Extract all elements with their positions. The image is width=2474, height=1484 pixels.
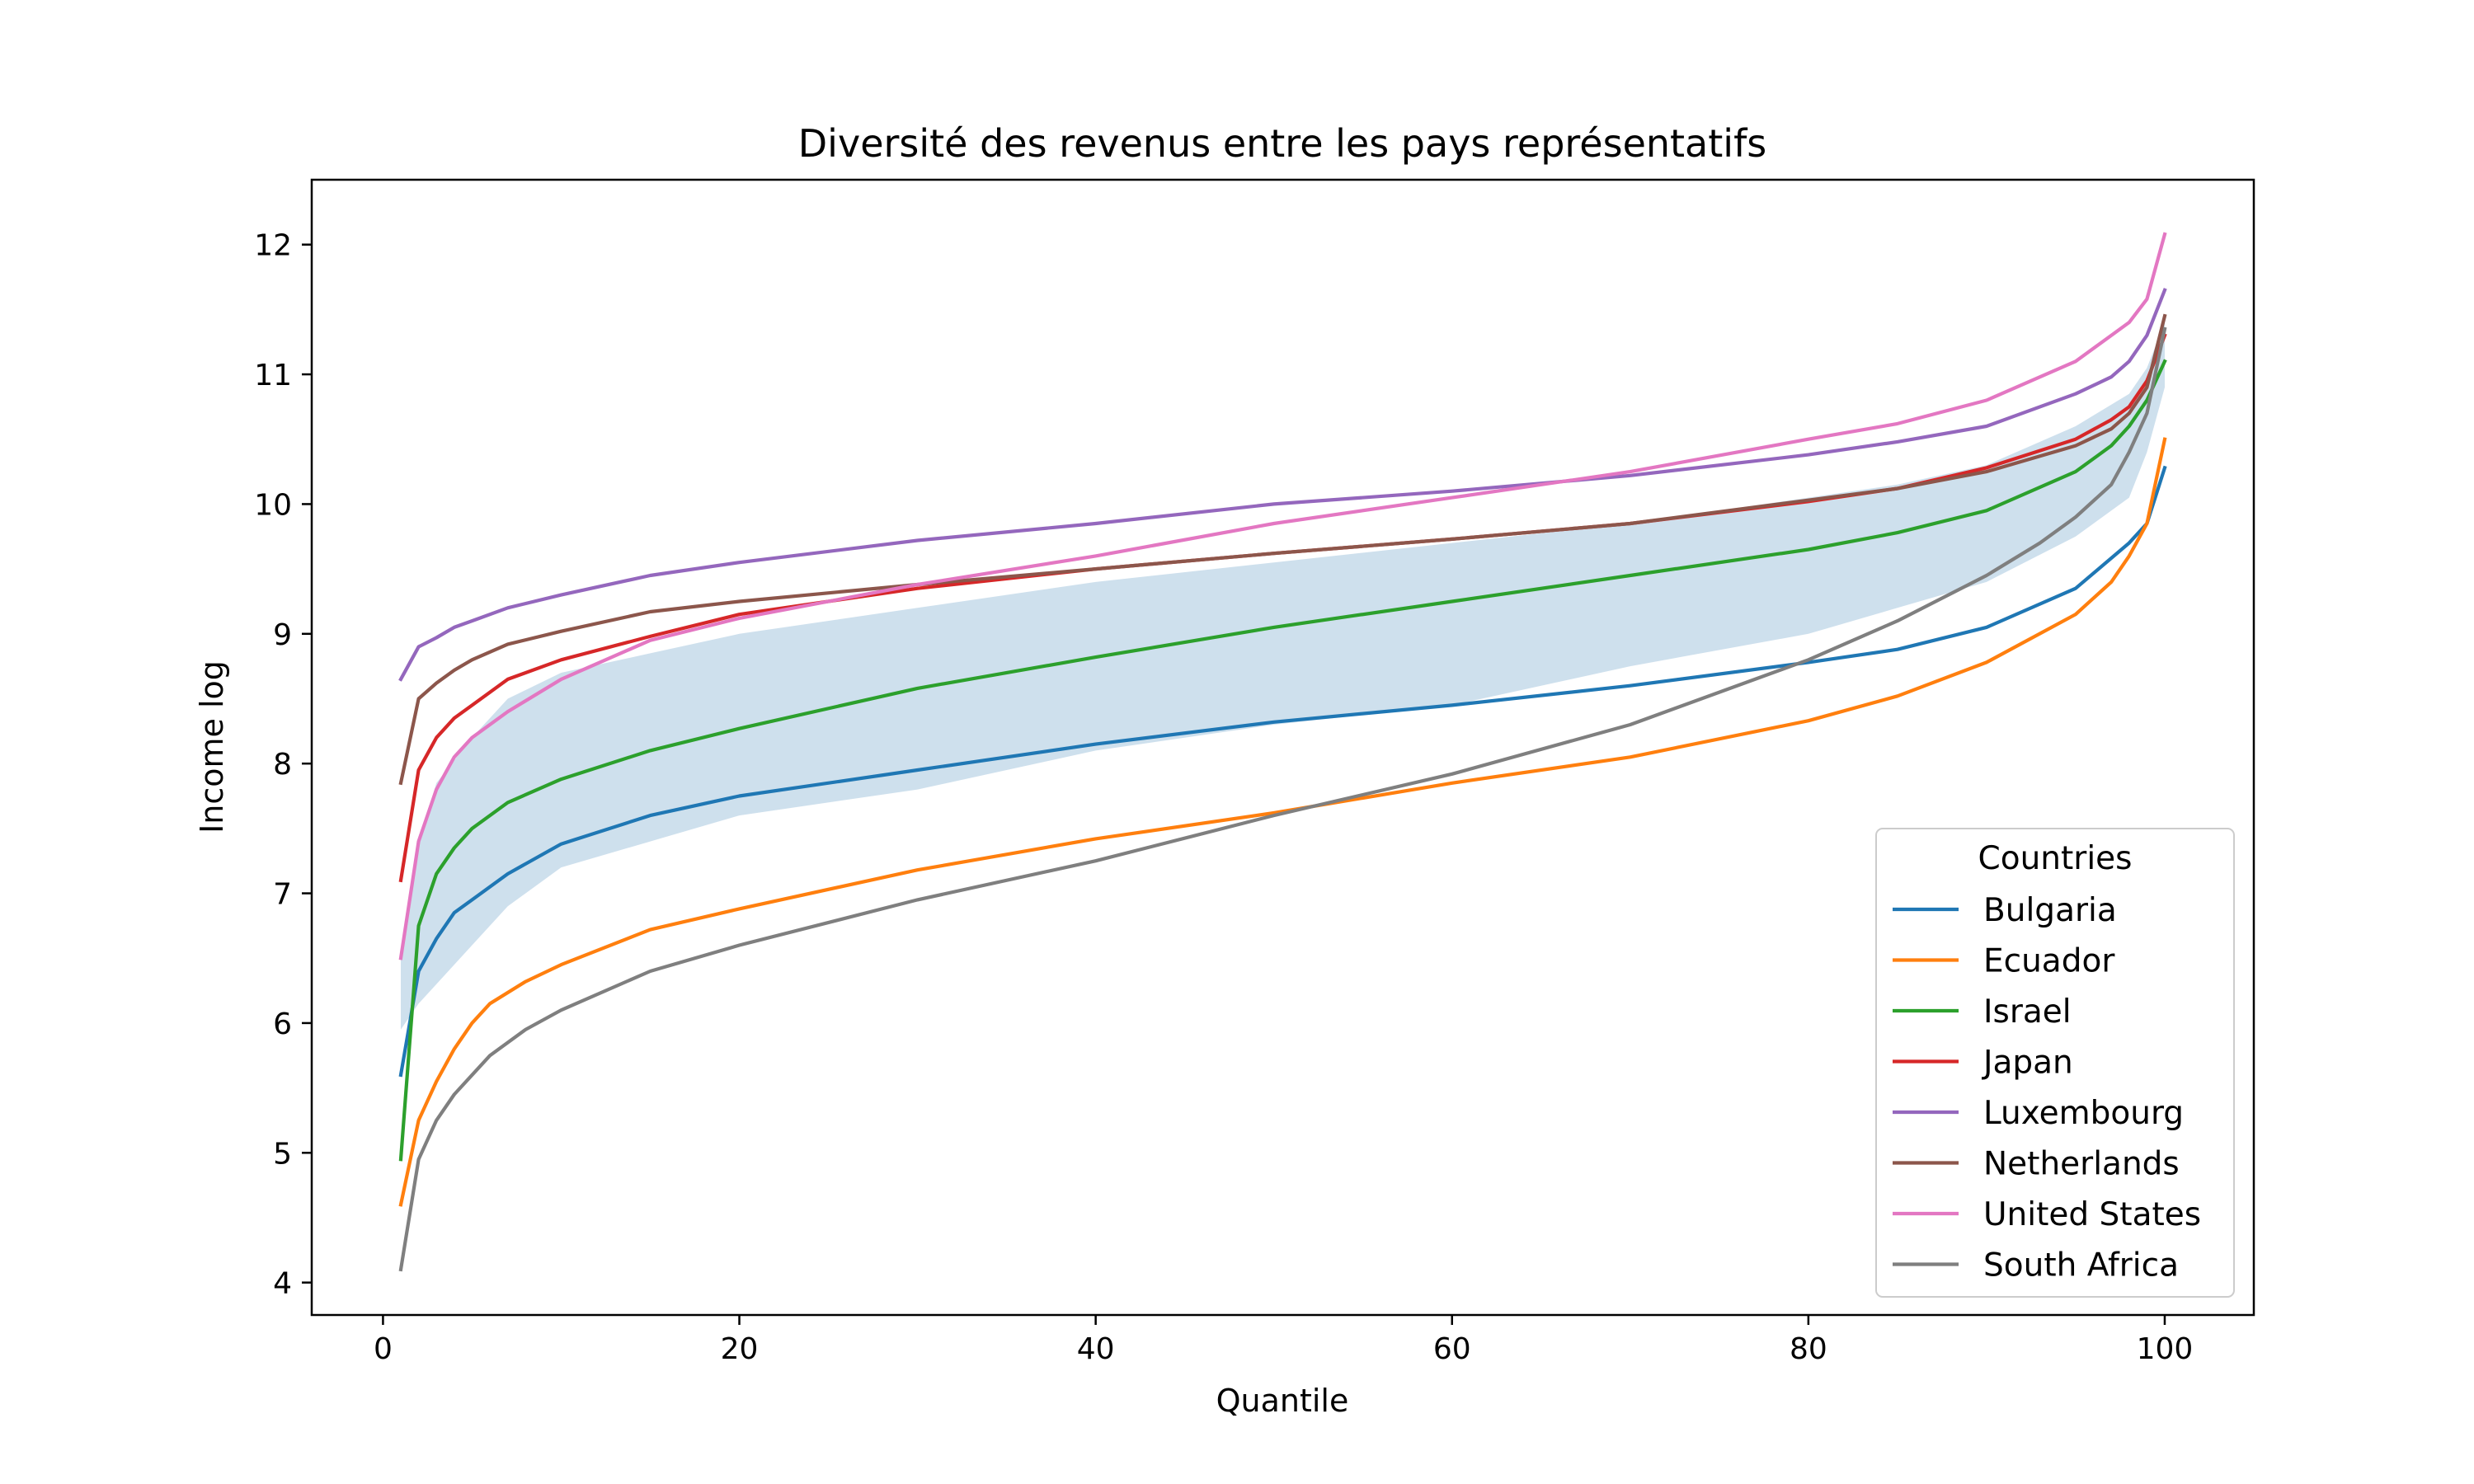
series-line-united-states	[398, 232, 2167, 960]
y-tick-label: 5	[273, 1137, 292, 1171]
legend-label-bulgaria: Bulgaria	[1983, 892, 2117, 929]
legend-entries: Bulgaria Ecuador Israel Japan Luxembourg Neth…	[1893, 892, 2201, 1284]
legend-label-ecuador: Ecuador	[1983, 943, 2115, 980]
legend: Countries Bulgaria Ecuador Israel Japan Luxe…	[1875, 828, 2235, 1298]
x-tick-label: 20	[721, 1332, 759, 1366]
x-tick-label: 40	[1077, 1332, 1115, 1366]
x-tick-label: 100	[2137, 1332, 2194, 1366]
x-axis: 0 20 40 60 80 100	[374, 1315, 2193, 1366]
series-line-israel	[398, 359, 2167, 1162]
legend-label-netherlands: Netherlands	[1983, 1146, 2180, 1183]
series-line-south-africa	[398, 326, 2167, 1272]
series-layer	[398, 232, 2167, 1272]
y-axis-label: Income log	[194, 660, 230, 834]
series-line-netherlands	[398, 313, 2167, 786]
plot-area-frame	[310, 178, 2255, 1317]
legend-box	[1875, 828, 2235, 1298]
y-tick-label: 8	[273, 748, 292, 782]
legend-label-luxembourg: Luxembourg	[1983, 1095, 2184, 1132]
chart-title: Diversité des revenus entre les pays rep…	[798, 121, 1766, 166]
y-tick-label: 12	[254, 229, 292, 263]
legend-title: Countries	[1978, 840, 2132, 877]
range-band	[401, 322, 2165, 1030]
legend-label-united-states: United States	[1983, 1196, 2201, 1233]
y-tick-label: 9	[273, 618, 292, 652]
series-line-luxembourg	[398, 288, 2167, 682]
x-tick-label: 80	[1790, 1332, 1827, 1366]
series-line-ecuador	[398, 437, 2167, 1207]
range-band-layer	[401, 322, 2165, 1030]
legend-label-israel: Israel	[1983, 993, 2072, 1031]
y-tick-label: 7	[273, 878, 292, 912]
x-axis-label: Quantile	[1216, 1383, 1349, 1419]
x-tick-label: 0	[374, 1332, 393, 1366]
x-tick-label: 60	[1433, 1332, 1471, 1366]
y-axis: 4 5 6 7 8 9 10 11 12	[254, 229, 312, 1301]
y-tick-label: 10	[254, 488, 292, 522]
y-tick-label: 4	[273, 1267, 292, 1301]
y-tick-label: 11	[254, 359, 292, 392]
legend-label-japan: Japan	[1981, 1045, 2073, 1082]
legend-label-south-africa: South Africa	[1983, 1247, 2179, 1284]
series-line-bulgaria	[398, 465, 2167, 1078]
y-tick-label: 6	[273, 1007, 292, 1041]
